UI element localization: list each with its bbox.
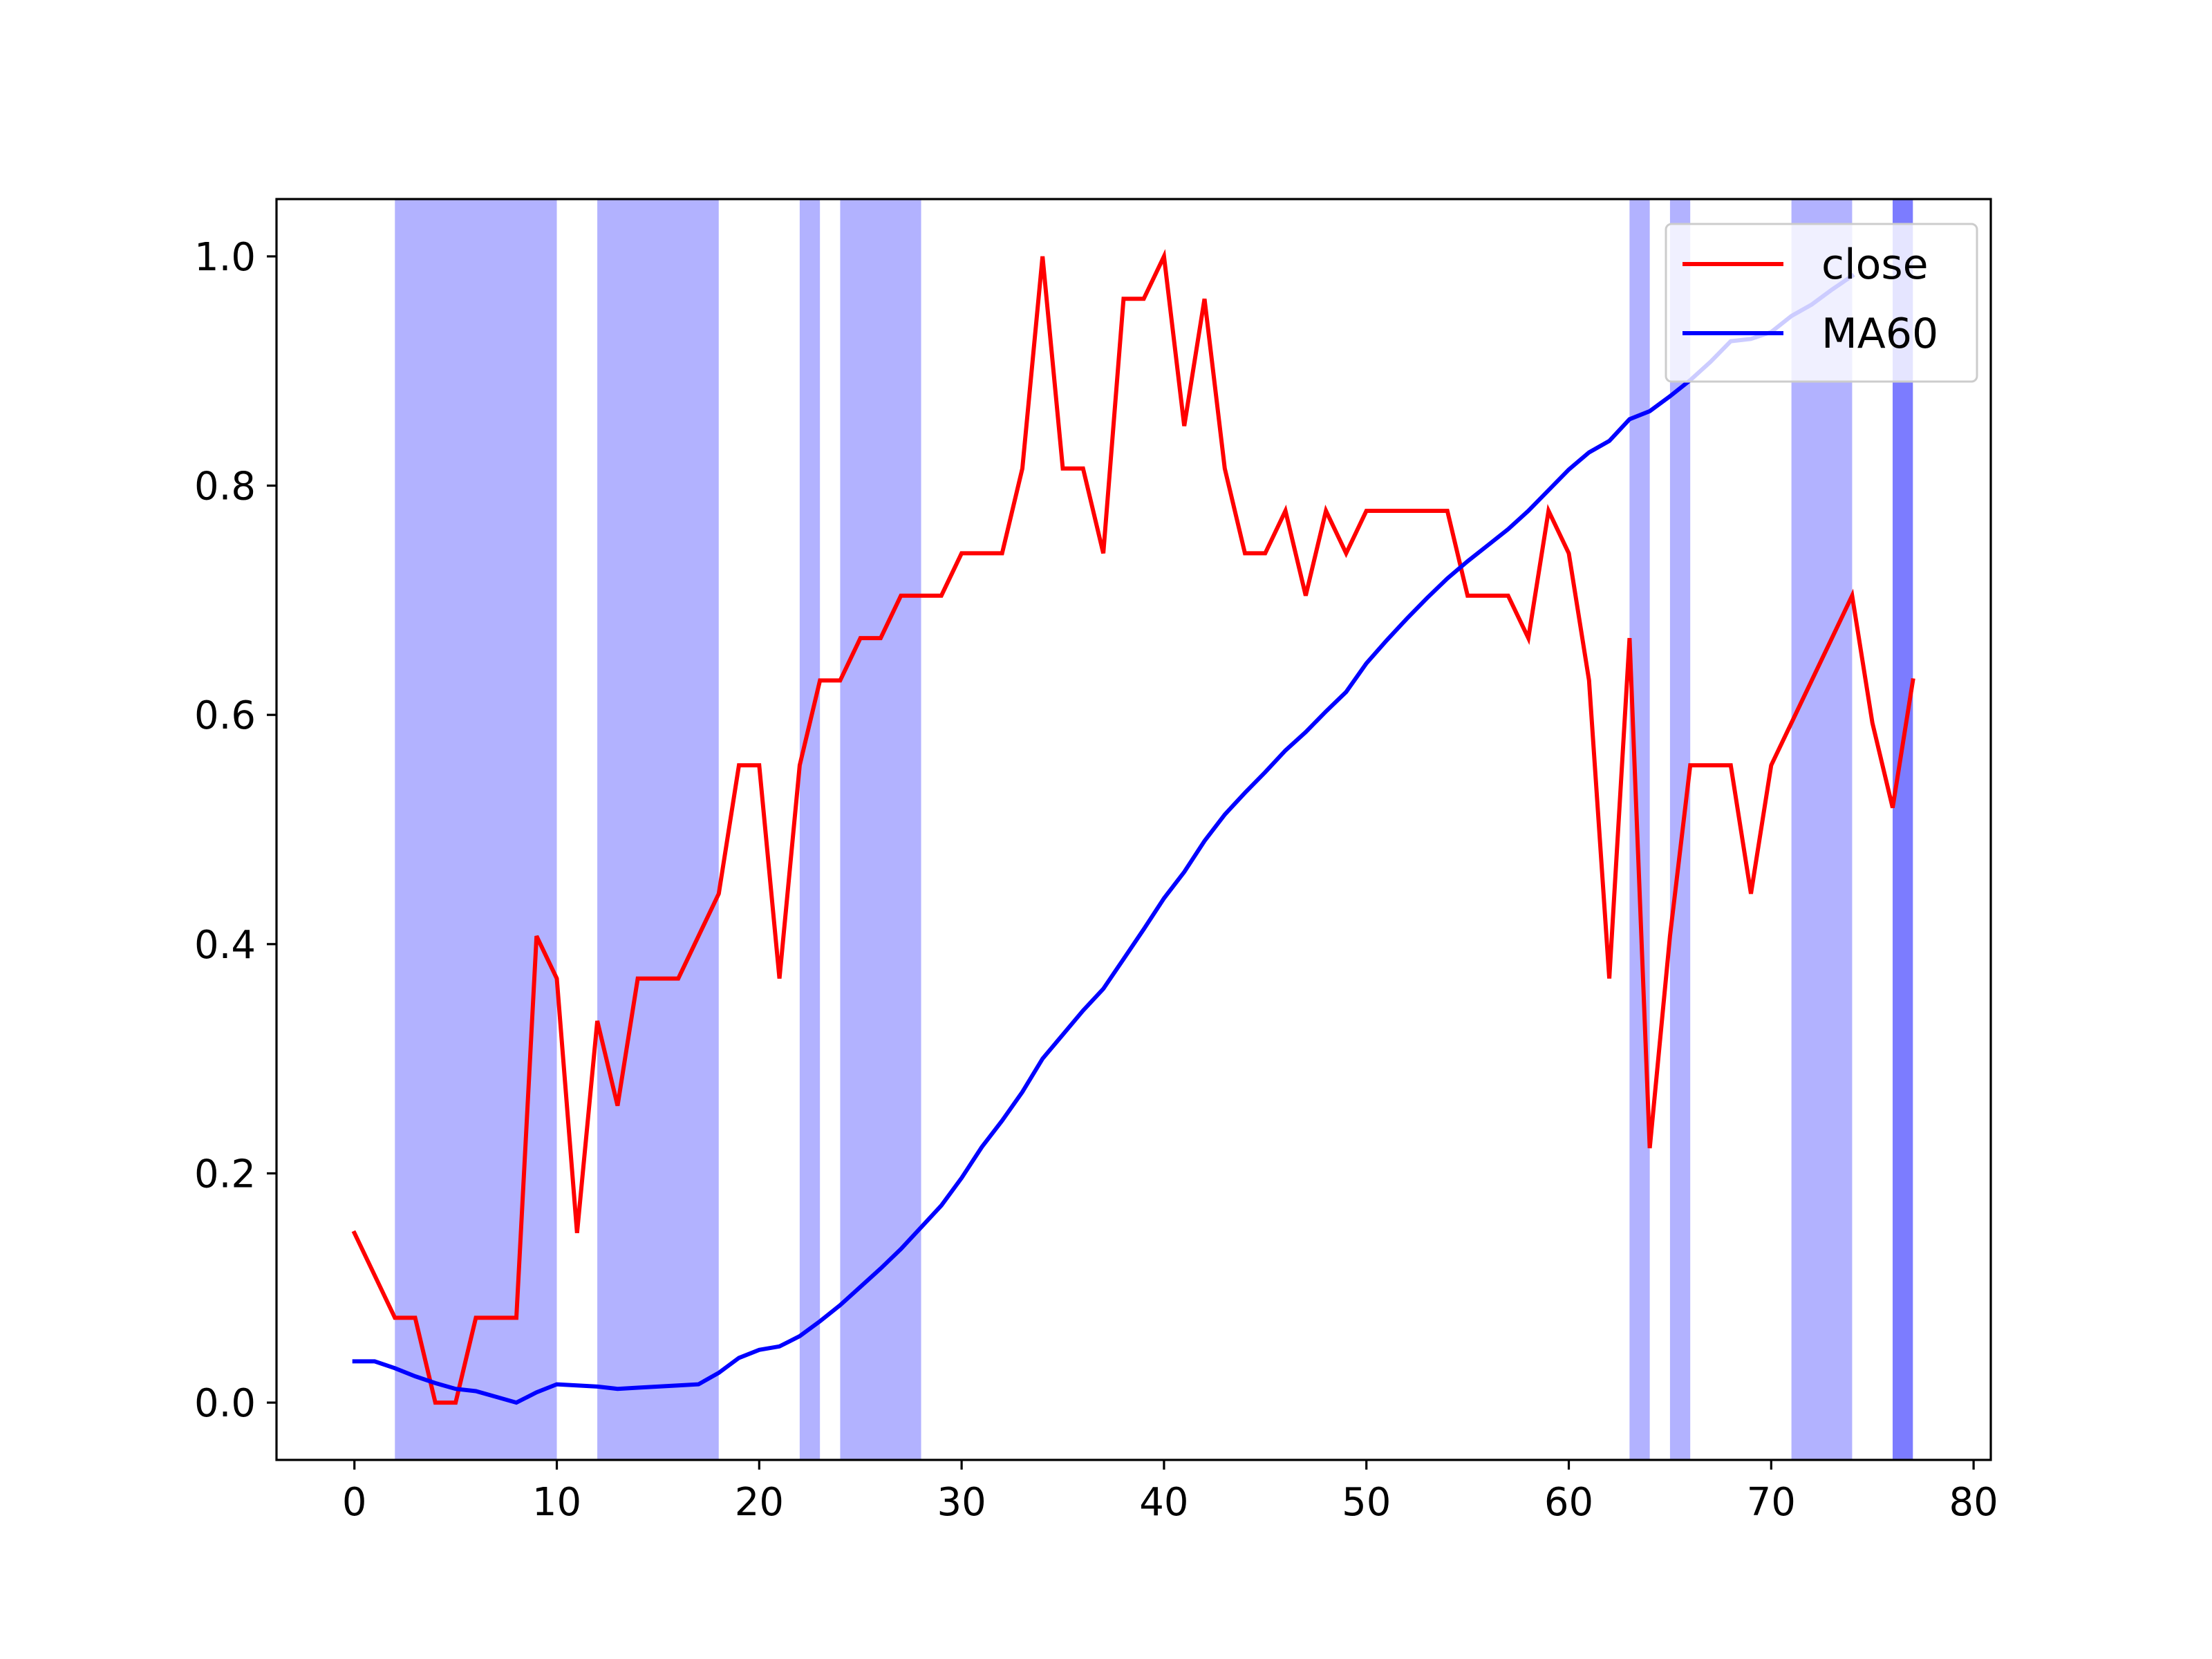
x-tick-label: 30	[937, 1480, 986, 1525]
legend: close MA60	[1665, 223, 1978, 383]
shaded-span	[1892, 199, 1913, 1460]
y-axis: 0.0 0.2 0.4 0.6 0.8 1.0	[194, 235, 276, 1426]
legend-label-ma60: MA60	[1821, 310, 1938, 358]
shaded-span	[840, 199, 921, 1460]
legend-label-close: close	[1821, 241, 1929, 289]
y-tick-label: 0.0	[194, 1381, 256, 1426]
series-line-ma60	[352, 272, 1855, 1405]
x-tick-label: 10	[532, 1480, 581, 1525]
y-tick-label: 1.0	[194, 235, 256, 280]
x-tick-label: 80	[1949, 1480, 1998, 1525]
shaded-span	[597, 199, 719, 1460]
shaded-spans	[395, 199, 1913, 1460]
shaded-span	[1669, 199, 1691, 1460]
y-tick-label: 0.8	[194, 465, 256, 509]
x-tick-label: 70	[1747, 1480, 1796, 1525]
y-tick-label: 0.6	[194, 693, 256, 738]
plot-area-frame	[275, 198, 1992, 1461]
x-tick-label: 60	[1544, 1480, 1593, 1525]
series-line-close	[351, 249, 1915, 1405]
x-tick-label: 40	[1139, 1480, 1188, 1525]
series-lines	[351, 249, 1915, 1405]
shaded-span	[1629, 199, 1650, 1460]
x-tick-label: 20	[735, 1480, 784, 1525]
shaded-span	[1791, 199, 1853, 1460]
shaded-span	[395, 199, 557, 1460]
y-tick-label: 0.4	[194, 923, 256, 968]
shaded-span	[799, 199, 821, 1460]
shaded-span	[1892, 199, 1913, 1460]
y-tick-label: 0.2	[194, 1152, 256, 1197]
x-tick-label: 50	[1342, 1480, 1391, 1525]
x-tick-label: 0	[342, 1480, 367, 1525]
x-axis: 0 10 20 30 40 50 60 70 80	[342, 1460, 1998, 1525]
